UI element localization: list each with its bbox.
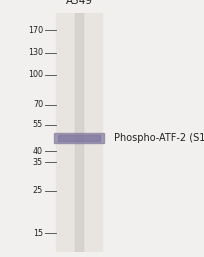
Bar: [58, 135, 100, 141]
Text: 130: 130: [28, 48, 43, 57]
Bar: [56, 13, 102, 252]
Text: 100: 100: [28, 70, 43, 79]
Text: 25: 25: [33, 186, 43, 195]
Text: 70: 70: [33, 100, 43, 109]
Bar: [54, 133, 104, 143]
Text: 40: 40: [33, 147, 43, 156]
Text: 15: 15: [33, 229, 43, 238]
Text: 55: 55: [33, 120, 43, 129]
Text: Phospho-ATF-2 (S112): Phospho-ATF-2 (S112): [114, 133, 204, 143]
Text: A549: A549: [65, 0, 92, 6]
Bar: [75, 13, 83, 252]
Text: 35: 35: [33, 158, 43, 167]
Text: 170: 170: [28, 26, 43, 35]
